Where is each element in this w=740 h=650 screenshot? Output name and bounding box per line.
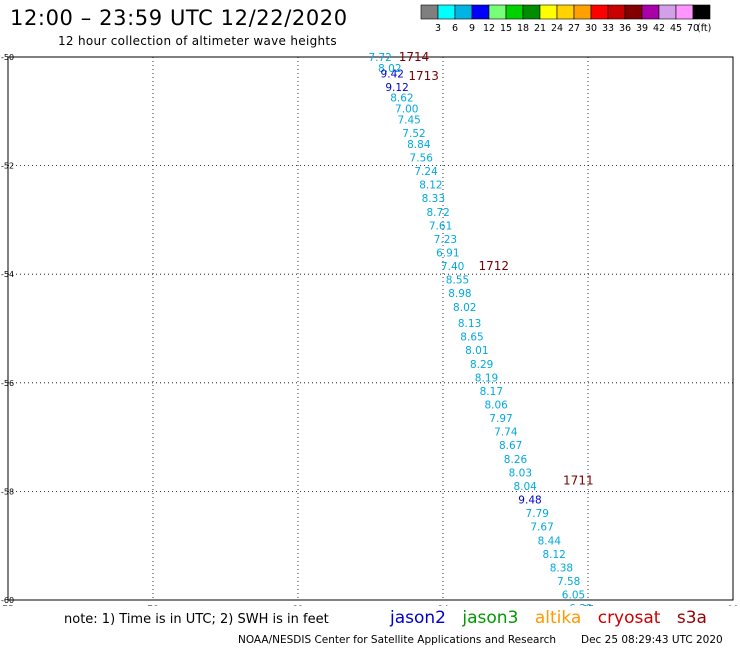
- colorbar-label: 39: [636, 23, 648, 34]
- wave-height-label: 8.03: [509, 467, 532, 479]
- wave-height-label: 7.24: [414, 166, 438, 178]
- wave-height-label: 8.67: [499, 440, 522, 452]
- colorbar-label: 45: [670, 23, 682, 34]
- colorbar-label: 9: [469, 23, 475, 34]
- x-tick-label: 78: [147, 605, 159, 606]
- mission-altika: altika: [534, 608, 582, 628]
- mission-cryosat: cryosat: [597, 608, 661, 628]
- colorbar-label: 6: [452, 23, 458, 34]
- wave-height-label: 7.56: [410, 152, 434, 164]
- mission-jason2: jason2: [390, 608, 446, 628]
- pass-number-label: 1711: [563, 474, 594, 488]
- wave-height-label: 8.17: [480, 386, 503, 398]
- wave-height-label: 7.67: [530, 522, 553, 534]
- colorbar-label: 70: [687, 23, 699, 34]
- colorbar-label: 36: [619, 23, 631, 34]
- mission-legend: jason2 jason3 altika cryosat s3a: [390, 608, 718, 628]
- wave-height-label: 8.12: [542, 549, 565, 561]
- wave-height-label: 7.74: [494, 427, 518, 439]
- wave-height-label: 8.62: [390, 93, 413, 105]
- wave-height-label: 8.26: [504, 454, 528, 466]
- colorbar-label: 18: [517, 23, 529, 34]
- wave-height-label: 8.98: [448, 288, 471, 300]
- pass-number-label: 1712: [478, 259, 509, 273]
- y-tick-label: -52: [1, 162, 14, 171]
- wave-height-label: 8.04: [513, 481, 537, 493]
- y-tick-label: -60: [1, 596, 14, 605]
- colorbar-label: 24: [551, 23, 563, 34]
- wave-height-label: 8.29: [470, 359, 493, 371]
- colorbar-label: 15: [500, 23, 512, 34]
- wave-height-label: 8.65: [460, 332, 483, 344]
- colorbar-label: 12: [483, 23, 495, 34]
- wave-height-label: 8.12: [419, 180, 442, 192]
- wave-height-label: 8.33: [422, 193, 445, 205]
- x-tick-label: 87: [582, 605, 593, 606]
- chart-subtitle: 12 hour collection of altimeter wave hei…: [58, 34, 337, 48]
- x-tick-label: 75: [2, 605, 13, 606]
- generated-timestamp: Dec 25 08:29:43 UTC 2020: [581, 634, 723, 646]
- wave-height-label: 8.72: [426, 207, 449, 219]
- pass-number-label: 1713: [408, 69, 439, 83]
- wave-height-label: 6.91: [436, 247, 459, 259]
- colorbar-label: 21: [534, 23, 546, 34]
- wave-height-label: 6.05: [562, 590, 585, 602]
- wave-height-label: 7.79: [526, 508, 549, 520]
- y-tick-label: -50: [1, 53, 14, 62]
- colorbar-swatch: [692, 4, 711, 20]
- colorbar-label: 33: [602, 23, 614, 34]
- wave-height-label: 9.12: [385, 82, 408, 94]
- y-tick-label: -58: [1, 487, 14, 496]
- x-tick-label: 81: [292, 605, 303, 606]
- wave-height-label: 7.97: [489, 413, 512, 425]
- wave-height-label: 8.01: [465, 345, 488, 357]
- wave-height-label: 8.84: [407, 139, 431, 151]
- x-tick-label: 90: [727, 605, 739, 606]
- wave-height-label: 8.19: [475, 372, 498, 384]
- wave-height-label: 8.44: [538, 535, 562, 547]
- chart-title: 12:00 – 23:59 UTC 12/22/2020: [10, 6, 348, 30]
- units-note: note: 1) Time is in UTC; 2) SWH is in fe…: [64, 612, 329, 627]
- plot-frame: [7, 56, 734, 601]
- credit-line: NOAA/NESDIS Center for Satellite Applica…: [238, 634, 556, 646]
- wave-height-label: 8.38: [550, 562, 573, 574]
- wave-height-label: 7.58: [557, 576, 580, 588]
- wave-height-label: 7.00: [395, 104, 418, 116]
- pass-number-label: 1714: [399, 50, 430, 64]
- wave-height-plot: 757881848790-50-52-54-56-58-607.728.029.…: [1, 50, 739, 606]
- wave-height-label: 7.72: [368, 52, 391, 64]
- wave-height-label: 8.13: [458, 318, 481, 330]
- x-tick-label: 84: [437, 605, 449, 606]
- mission-s3a: s3a: [676, 608, 707, 628]
- y-tick-label: -54: [1, 270, 14, 279]
- wave-height-label: 7.52: [402, 128, 425, 140]
- mission-jason3: jason3: [462, 608, 519, 628]
- colorbar-unit: (ft): [697, 23, 711, 34]
- wave-height-label: 7.40: [441, 261, 464, 273]
- colorbar-label: 3: [435, 23, 441, 34]
- colorbar-label: 27: [568, 23, 580, 34]
- wave-height-label: 7.45: [397, 114, 420, 126]
- colorbar-label: 42: [653, 23, 665, 34]
- wave-height-label: 8.02: [378, 63, 401, 75]
- wave-height-label: 8.55: [446, 275, 469, 287]
- wave-height-label: 9.42: [381, 68, 404, 80]
- wave-height-label: 9.48: [518, 495, 541, 507]
- wave-height-label: 6.39: [569, 603, 592, 606]
- colorbar-label: 30: [585, 23, 597, 34]
- wave-height-label: 8.02: [453, 302, 476, 314]
- colorbar-legend: 3 6 9 12 15 18 21 24 27 30 33 36 39 42 45 70(ft): [420, 4, 711, 34]
- wave-height-label: 8.06: [484, 400, 508, 412]
- wave-height-label: 7.23: [434, 234, 457, 246]
- wave-height-label: 7.61: [429, 220, 452, 232]
- y-tick-label: -56: [1, 379, 14, 388]
